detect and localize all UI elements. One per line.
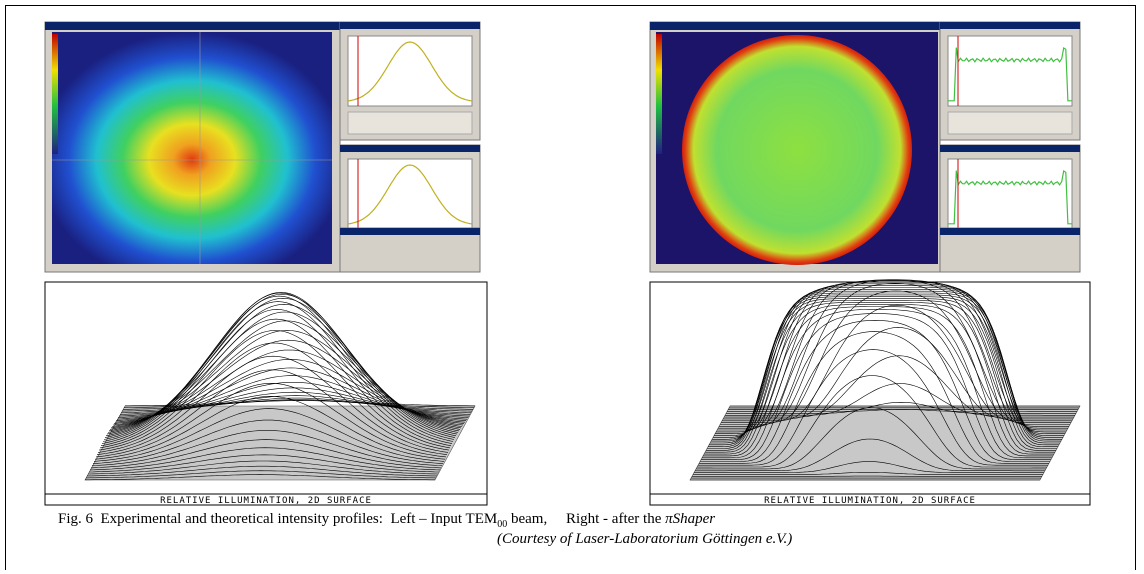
plot-area [947,35,1073,107]
surface-line [92,419,444,464]
surface-line [105,292,457,437]
title-bar [340,145,480,152]
surface-line [99,330,451,449]
controls [947,111,1073,135]
profile-curve [347,41,473,102]
surface-line [701,313,1051,460]
profile-curve [347,164,473,225]
surface-line [100,318,452,446]
caption-right: Right - after the [565,511,662,527]
surface-line [711,290,1061,442]
surface-line [715,283,1065,434]
color-scale [656,34,662,154]
flat-top-beam [682,35,912,265]
caption-left: Left – Input TEM [390,511,498,527]
surface-line [726,401,1076,414]
surface-line [89,447,441,471]
plot-area [947,158,1073,230]
surface-line [95,382,447,458]
title-bar [340,228,480,235]
surface-line [702,309,1052,459]
surface-line [96,369,448,455]
plot-area [347,35,473,107]
caption-text: Experimental and theoretical intensity p… [100,511,383,527]
surface-line [98,342,450,451]
figure-frame [5,5,1136,570]
surface-line [708,296,1058,447]
caption-figure: Fig. 6 [58,511,94,527]
surface-frame [44,281,488,506]
surface-line [87,465,437,477]
surface-line [109,311,461,430]
surface-line [104,292,456,438]
surface-line [695,438,1045,472]
title-bar [650,22,940,30]
title-bar [940,228,1080,235]
surface-line [696,407,1046,470]
profile-curve [948,170,1072,225]
surface-line [85,470,437,479]
surface-line [101,309,453,444]
title-bar [45,22,340,30]
surface-frame [649,281,1091,506]
surface-line [706,300,1056,451]
surface-line [93,408,445,462]
surface-line [707,298,1057,449]
surface-line [94,395,446,460]
surface-line [90,439,442,469]
surface-line [88,454,440,473]
surface-line [703,306,1053,457]
surface-label: RELATIVE ILLUMINATION, 2D SURFACE [160,496,372,506]
title-bar [940,22,1080,29]
beam-image [52,32,332,264]
surface-line [705,302,1055,453]
statistics-window [939,227,1081,273]
caption-subscript: 00 [497,519,508,530]
surface-line [123,399,473,410]
surface-line [698,349,1048,466]
surface-line [693,472,1043,475]
surface-line [722,304,1072,422]
surface-line [103,295,455,440]
caption-left-suffix: beam, [510,511,548,527]
surface-line [709,294,1059,446]
surface-line [699,331,1049,464]
color-scale [52,34,58,154]
surface-line [85,474,435,481]
surface-line [700,319,1050,462]
caption-courtesy: (Courtesy of Laser-Laboratorium Göttinge… [497,531,793,547]
controls [347,111,473,135]
surface-line [712,289,1062,440]
surface-line [102,301,454,442]
plot-area [347,158,473,230]
surface-line [97,355,449,453]
surface-line [91,430,443,466]
surface-line [697,375,1047,468]
caption-shaper: πShaper [665,511,716,527]
profile-curve [948,47,1072,102]
surface-line [108,303,460,432]
surface-line [718,279,1068,429]
caption-line: Fig. 6 Experimental and theoretical inte… [58,511,715,530]
title-bar [940,145,1080,152]
surface-line [87,460,439,475]
statistics-window [339,227,481,273]
title-bar [340,22,480,29]
surface-line [694,461,1044,473]
surface-label: RELATIVE ILLUMINATION, 2D SURFACE [764,496,976,506]
surface-line [704,304,1054,455]
